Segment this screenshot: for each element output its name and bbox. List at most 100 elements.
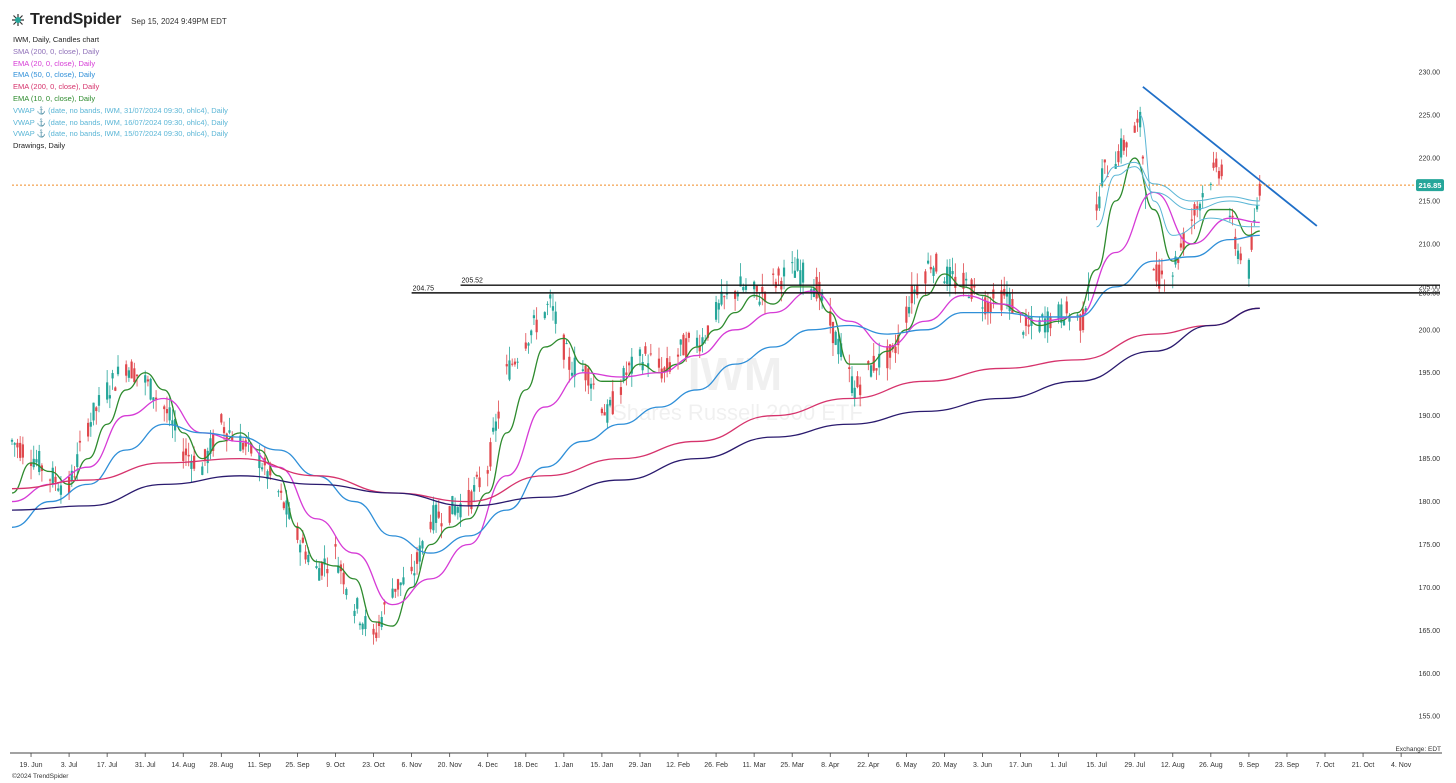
indicator-line xyxy=(1096,166,1260,228)
candle-body xyxy=(1258,183,1261,196)
candle-body xyxy=(1000,290,1003,311)
candle-body xyxy=(1060,304,1063,323)
legend-entry[interactable]: SMA (200, 0, close), Daily xyxy=(13,46,100,56)
indicator-line xyxy=(11,307,1260,503)
candle-body xyxy=(717,303,720,310)
candle-body xyxy=(562,334,565,360)
candle-body xyxy=(818,281,821,298)
candle-body xyxy=(108,395,111,399)
legend-entry[interactable]: EMA (20, 0, close), Daily xyxy=(13,58,96,68)
candle-body xyxy=(663,367,666,372)
candle-body xyxy=(95,407,98,412)
last-price-badge xyxy=(1416,179,1444,192)
candle-body xyxy=(848,367,851,370)
indicators xyxy=(11,114,1260,627)
candle-body xyxy=(799,270,802,285)
candle-body xyxy=(649,353,652,355)
legend-entry[interactable]: EMA (10, 0, close), Daily xyxy=(13,93,96,103)
candle-body xyxy=(127,370,130,378)
candle-body xyxy=(551,306,555,311)
candle-body xyxy=(432,505,435,531)
candle-body xyxy=(1125,142,1128,148)
legend-entry[interactable]: IWM, Daily, Candles chart xyxy=(13,35,100,44)
candle-body xyxy=(951,271,954,275)
candle-body xyxy=(174,419,177,431)
candle-body xyxy=(315,566,318,569)
candle-body xyxy=(989,303,992,314)
candle-body xyxy=(1065,301,1068,314)
candle-body xyxy=(288,508,291,519)
y-tick-label: 165.00 xyxy=(1419,628,1441,635)
candle-body xyxy=(611,391,614,415)
candle-body xyxy=(16,442,19,448)
candle-body xyxy=(35,459,38,463)
x-tick-label: 12. Aug xyxy=(1161,762,1185,769)
candle-body xyxy=(511,363,514,365)
x-tick-label: 29. Jul xyxy=(1124,762,1145,769)
x-tick-label: 15. Jan xyxy=(590,762,613,769)
y-tick-label: 210.00 xyxy=(1419,241,1441,248)
indicator-legend: IWM, Daily, Candles chart SMA (200, 0, cl… xyxy=(13,34,228,152)
indicator-line xyxy=(1099,161,1260,202)
candle-body xyxy=(97,395,101,406)
candle-body xyxy=(152,397,155,401)
y-tick-label: 175.00 xyxy=(1419,542,1441,549)
candle-body xyxy=(695,337,699,347)
candle-body xyxy=(1158,264,1161,289)
candle-body xyxy=(250,443,253,454)
y-tick-label: 225.00 xyxy=(1419,113,1441,120)
legend-entry[interactable]: Drawings, Daily xyxy=(13,141,66,151)
candle-body xyxy=(114,387,117,391)
candle-body xyxy=(135,374,139,377)
candle-body xyxy=(872,355,875,371)
candle-body xyxy=(796,258,799,271)
indicator-line xyxy=(11,191,1260,606)
candle-body xyxy=(241,442,245,450)
candle-body xyxy=(1136,118,1139,123)
x-tick-label: 23. Sep xyxy=(1275,762,1299,769)
y-tick-label: 160.00 xyxy=(1419,671,1441,678)
candle-body xyxy=(429,521,432,530)
candle-body xyxy=(1247,259,1250,279)
candle-body xyxy=(913,289,916,294)
x-tick-label: 3. Jul xyxy=(61,762,78,769)
candle-body xyxy=(815,276,818,299)
candle-body xyxy=(935,253,938,272)
candle-body xyxy=(470,491,473,510)
chart-date: Sep 15, 2024 9:49PM EDT xyxy=(131,16,227,26)
candle-body xyxy=(434,504,438,523)
x-tick-label: 9. Oct xyxy=(326,762,345,769)
candle-body xyxy=(296,525,299,540)
legend-entry[interactable]: VWAP ⚓ (date, no bands, IWM, 16/07/2024 … xyxy=(13,117,228,127)
drawings[interactable]: 204.75 205.52 205.00 216.85 xyxy=(12,86,1444,298)
candle-body xyxy=(720,291,723,305)
candle-body xyxy=(149,378,152,400)
candle-body xyxy=(820,292,824,301)
candle-body xyxy=(676,354,680,357)
candle-body xyxy=(638,349,642,356)
legend-entry[interactable]: EMA (200, 0, close), Daily xyxy=(13,82,100,92)
legend-entry[interactable]: VWAP ⚓ (date, no bands, IWM, 15/07/2024 … xyxy=(13,129,228,139)
legend-entry[interactable]: EMA (50, 0, close), Daily xyxy=(13,70,96,80)
candle-body xyxy=(410,566,413,572)
candle-body xyxy=(334,544,337,547)
candle-body xyxy=(225,433,228,442)
candle-body xyxy=(307,554,310,563)
candle-body xyxy=(244,440,247,447)
candle-body xyxy=(992,289,995,299)
candle-body xyxy=(897,335,900,346)
candle-body xyxy=(492,427,495,432)
candle-body xyxy=(59,485,63,495)
candle-body xyxy=(965,278,968,281)
x-tick-label: 23. Oct xyxy=(362,762,385,769)
candle-body xyxy=(549,294,552,299)
candle-body xyxy=(850,376,854,394)
candle-body xyxy=(130,361,133,379)
candle-body xyxy=(440,523,443,527)
candle-body xyxy=(228,430,231,433)
y-tick-label: 185.00 xyxy=(1419,456,1441,463)
candle-body xyxy=(1005,291,1009,297)
candle-body xyxy=(201,466,204,475)
legend-entry[interactable]: VWAP ⚓ (date, no bands, IWM, 31/07/2024 … xyxy=(13,105,228,115)
